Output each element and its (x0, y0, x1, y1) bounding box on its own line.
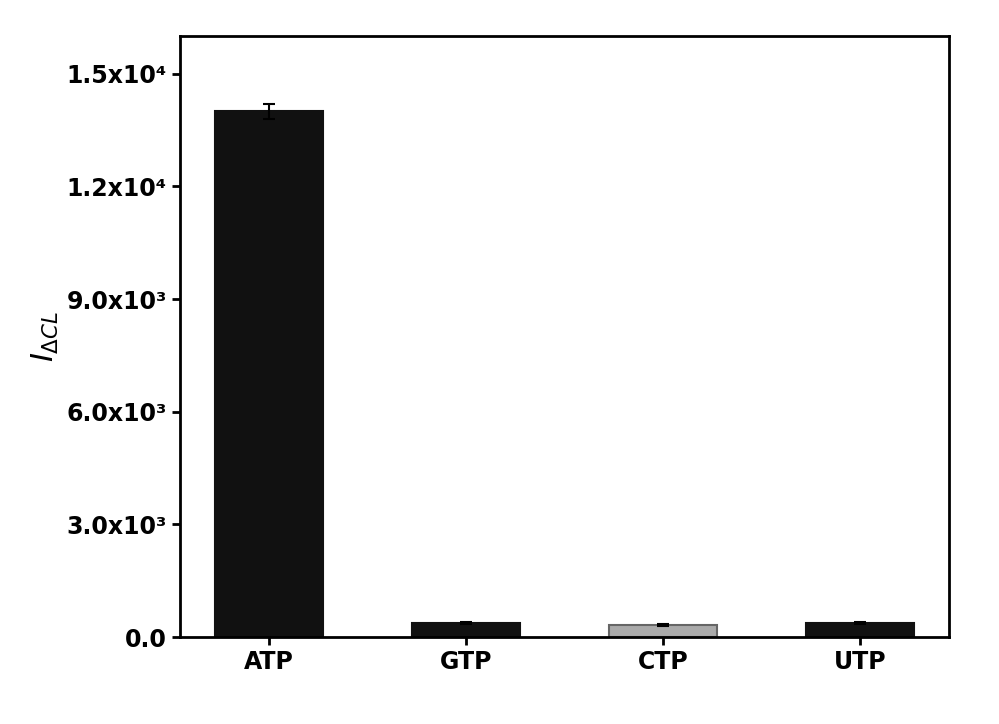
Bar (608, 625, 717, 637)
Y-axis label: $\mathit{I}_{\Delta CL}$: $\mathit{I}_{\Delta CL}$ (30, 311, 61, 362)
Bar (806, 623, 914, 637)
Bar (215, 111, 323, 637)
Bar (412, 623, 520, 637)
